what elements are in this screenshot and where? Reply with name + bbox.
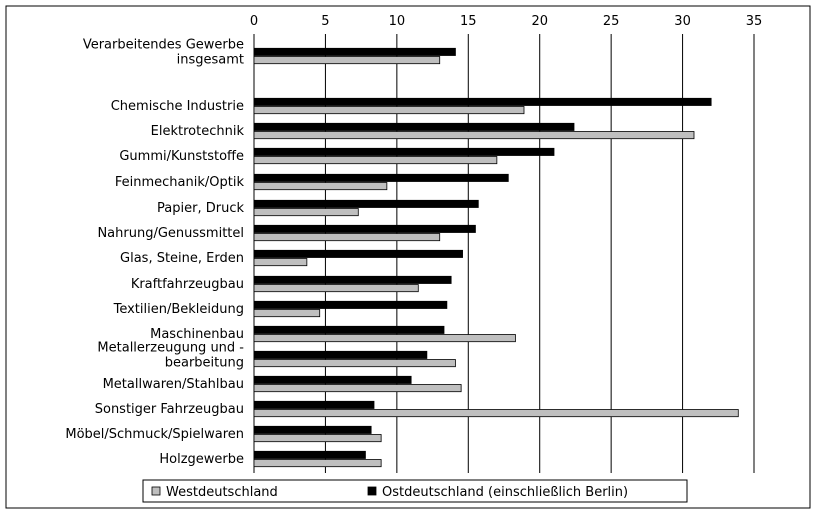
category-label: Sonstiger Fahrzeugbau <box>95 402 244 417</box>
bar-westdeutschland <box>253 434 382 443</box>
bar-ostdeutschland <box>253 275 452 284</box>
x-tick-label: 0 <box>250 14 258 29</box>
bar-ostdeutschland <box>253 350 428 359</box>
category-label: Metallerzeugung und - <box>97 341 244 356</box>
x-tick-label: 5 <box>321 14 329 29</box>
category-label: bearbeitung <box>165 356 244 371</box>
x-tick-label: 10 <box>389 14 406 29</box>
category-label: Chemische Industrie <box>111 99 244 114</box>
bar-ostdeutschland <box>253 173 509 182</box>
bar-westdeutschland <box>253 359 456 368</box>
bar-westdeutschland <box>253 459 382 468</box>
bar-westdeutschland <box>253 334 516 343</box>
bar-ostdeutschland <box>253 97 712 106</box>
bar-ostdeutschland <box>253 450 366 459</box>
bar-westdeutschland <box>253 106 525 115</box>
bar-ostdeutschland <box>253 400 375 409</box>
bar-ostdeutschland <box>253 224 476 233</box>
category-label: Elektrotechnik <box>151 124 245 139</box>
category-label: Textilien/Bekleidung <box>113 302 244 317</box>
legend-swatch <box>151 486 161 496</box>
bar-westdeutschland <box>253 233 441 242</box>
bar-ostdeutschland <box>253 425 372 434</box>
category-label: Glas, Steine, Erden <box>120 251 244 266</box>
bar-westdeutschland <box>253 156 498 165</box>
bar-ostdeutschland <box>253 147 555 156</box>
legend-label: Ostdeutschland (einschließlich Berlin) <box>382 485 628 500</box>
category-label: Metallwaren/Stahlbau <box>103 377 244 392</box>
bar-westdeutschland <box>253 182 388 191</box>
category-label: Möbel/Schmuck/Spielwaren <box>65 427 244 442</box>
x-tick-label: 20 <box>531 14 548 29</box>
bar-westdeutschland <box>253 384 462 393</box>
x-tick-label: 15 <box>460 14 477 29</box>
category-label: Papier, Druck <box>157 201 244 216</box>
bar-westdeutschland <box>253 409 739 418</box>
x-tick-label: 35 <box>746 14 763 29</box>
legend-swatch <box>367 486 377 496</box>
x-tick-label: 25 <box>603 14 620 29</box>
bar-westdeutschland <box>253 131 695 140</box>
bar-westdeutschland <box>253 309 321 318</box>
category-label: Maschinenbau <box>150 327 244 342</box>
legend-box <box>142 479 688 503</box>
legend-label: Westdeutschland <box>166 485 278 500</box>
bar-ostdeutschland <box>253 325 445 334</box>
bar-westdeutschland <box>253 208 359 217</box>
category-label: Gummi/Kunststoffe <box>119 149 244 164</box>
category-label: Verarbeitendes Gewerbe <box>83 38 244 53</box>
category-label: Feinmechanik/Optik <box>115 175 245 190</box>
category-label: Holzgewerbe <box>159 452 244 467</box>
bar-ostdeutschland <box>253 122 575 131</box>
bar-westdeutschland <box>253 284 419 293</box>
bar-westdeutschland <box>253 56 441 65</box>
bar-ostdeutschland <box>253 375 412 384</box>
category-label: Kraftfahrzeugbau <box>131 277 244 292</box>
bar-ostdeutschland <box>253 249 463 258</box>
category-label: insgesamt <box>177 53 244 68</box>
bar-ostdeutschland <box>253 47 456 56</box>
category-label: Nahrung/Genussmittel <box>97 226 244 241</box>
x-tick-label: 30 <box>674 14 691 29</box>
bar-ostdeutschland <box>253 300 448 309</box>
bar-westdeutschland <box>253 258 308 267</box>
bar-ostdeutschland <box>253 199 479 208</box>
